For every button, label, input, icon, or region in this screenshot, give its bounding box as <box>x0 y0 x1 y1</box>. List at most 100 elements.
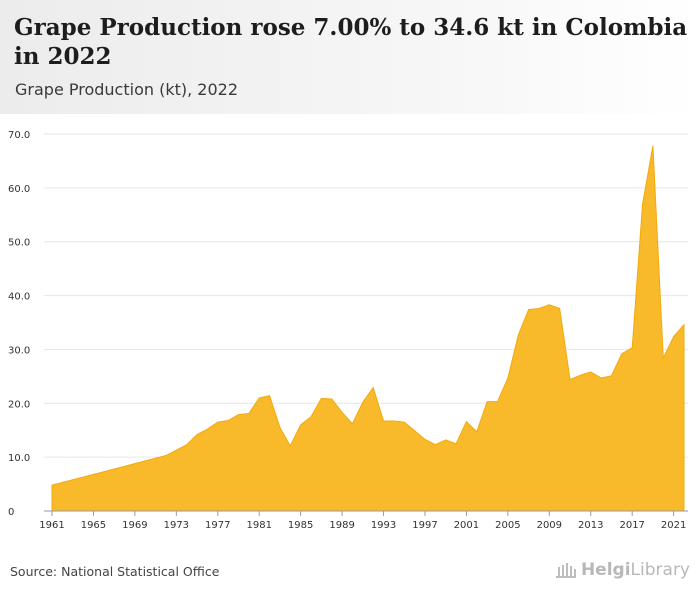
data-point <box>123 465 126 468</box>
data-point <box>102 470 105 473</box>
x-tick-label: 2017 <box>619 520 644 531</box>
x-tick-label: 1961 <box>39 520 64 531</box>
data-point <box>185 443 188 446</box>
data-point <box>61 481 64 484</box>
y-tick-label: 50.0 <box>8 238 30 249</box>
helgilibrary-logo: HelgiLibrary <box>555 560 690 580</box>
x-tick-label: 1977 <box>205 520 230 531</box>
data-point <box>506 376 509 379</box>
data-point <box>310 415 313 418</box>
data-point <box>268 394 271 397</box>
data-point <box>465 420 468 423</box>
x-tick-label: 1993 <box>371 520 396 531</box>
data-point <box>486 400 489 403</box>
y-tick-label: 70.0 <box>8 130 30 141</box>
x-tick-label: 1965 <box>81 520 106 531</box>
series-area <box>51 144 686 512</box>
y-tick-label: 40.0 <box>8 292 30 303</box>
x-tick-label: 2005 <box>495 520 520 531</box>
data-point <box>278 426 281 429</box>
data-point <box>631 346 634 349</box>
x-tick-label: 1985 <box>288 520 313 531</box>
area-chart: 010.020.030.040.050.060.070.0 1961 1965 19… <box>8 130 688 531</box>
y-axis-ticks: 0 10.0 20.0 30.0 40.0 50.0 60.0 70.0 <box>8 130 30 518</box>
x-tick-label: 2001 <box>454 520 479 531</box>
data-point <box>455 442 458 445</box>
data-point <box>641 203 644 206</box>
data-point <box>164 454 167 457</box>
brand-name-light: Library <box>630 560 690 580</box>
area-fill <box>51 145 685 512</box>
data-point <box>206 428 209 431</box>
x-tick-label: 2013 <box>578 520 603 531</box>
data-point <box>423 438 426 441</box>
chart-subtitle: Grape Production (kt), 2022 <box>15 80 238 99</box>
data-point <box>320 397 323 400</box>
data-point <box>113 467 116 470</box>
y-tick-label: 30.0 <box>8 345 30 356</box>
x-tick-label: 2009 <box>537 520 562 531</box>
data-point <box>133 462 136 465</box>
x-tick-label: 1989 <box>329 520 354 531</box>
data-point <box>548 303 551 306</box>
data-point <box>610 374 613 377</box>
y-tick-label: 0 <box>8 507 14 518</box>
data-point <box>403 421 406 424</box>
data-point <box>496 400 499 403</box>
y-tick-label: 60.0 <box>8 184 30 195</box>
data-point <box>289 444 292 447</box>
data-point <box>175 449 178 452</box>
gridlines <box>44 133 688 458</box>
brand-name-bold: Helgi <box>580 560 631 580</box>
x-tick-label: 2021 <box>661 520 686 531</box>
data-point <box>579 374 582 377</box>
data-point <box>71 478 74 481</box>
data-point <box>434 443 437 446</box>
data-point <box>258 396 261 399</box>
data-point <box>662 357 665 360</box>
data-point <box>620 352 623 355</box>
data-point <box>82 476 85 479</box>
data-point <box>475 430 478 433</box>
data-point <box>537 307 540 310</box>
data-point <box>672 335 675 338</box>
x-tick-label: 1969 <box>122 520 147 531</box>
source-note: Source: National Statistical Office <box>10 564 220 579</box>
data-point <box>651 144 654 147</box>
data-point <box>382 420 385 423</box>
data-point <box>144 459 147 462</box>
library-building-icon <box>555 563 576 578</box>
data-point <box>216 421 219 424</box>
x-tick-label: 1973 <box>164 520 189 531</box>
data-point <box>558 307 561 310</box>
data-point <box>351 422 354 425</box>
data-point <box>196 433 199 436</box>
data-point <box>444 438 447 441</box>
data-point <box>154 457 157 460</box>
data-point <box>600 376 603 379</box>
chart-header: Grape Production rose 7.00% to 34.6 kt i… <box>0 0 700 114</box>
data-point <box>361 401 364 404</box>
y-tick-label: 10.0 <box>8 453 30 464</box>
data-point <box>589 371 592 374</box>
x-tick-label: 1981 <box>246 520 271 531</box>
data-point <box>569 378 572 381</box>
x-tick-label: 1997 <box>412 520 437 531</box>
data-point <box>237 413 240 416</box>
data-point <box>247 412 250 415</box>
data-point <box>92 473 95 476</box>
data-point <box>392 420 395 423</box>
y-tick-label: 20.0 <box>8 399 30 410</box>
data-point <box>527 308 530 311</box>
data-point <box>227 419 230 422</box>
data-point <box>341 411 344 414</box>
data-point <box>299 423 302 426</box>
x-axis-ticks: 1961 1965 1969 1973 1977 1981 1985 1989 1993 1997… <box>39 510 688 531</box>
chart-title: Grape Production rose 7.00% to 34.6 kt i… <box>14 14 688 70</box>
data-point <box>51 484 54 487</box>
data-point <box>372 386 375 389</box>
data-point <box>330 397 333 400</box>
data-point <box>683 323 686 326</box>
data-point <box>413 429 416 432</box>
data-point <box>517 334 520 337</box>
